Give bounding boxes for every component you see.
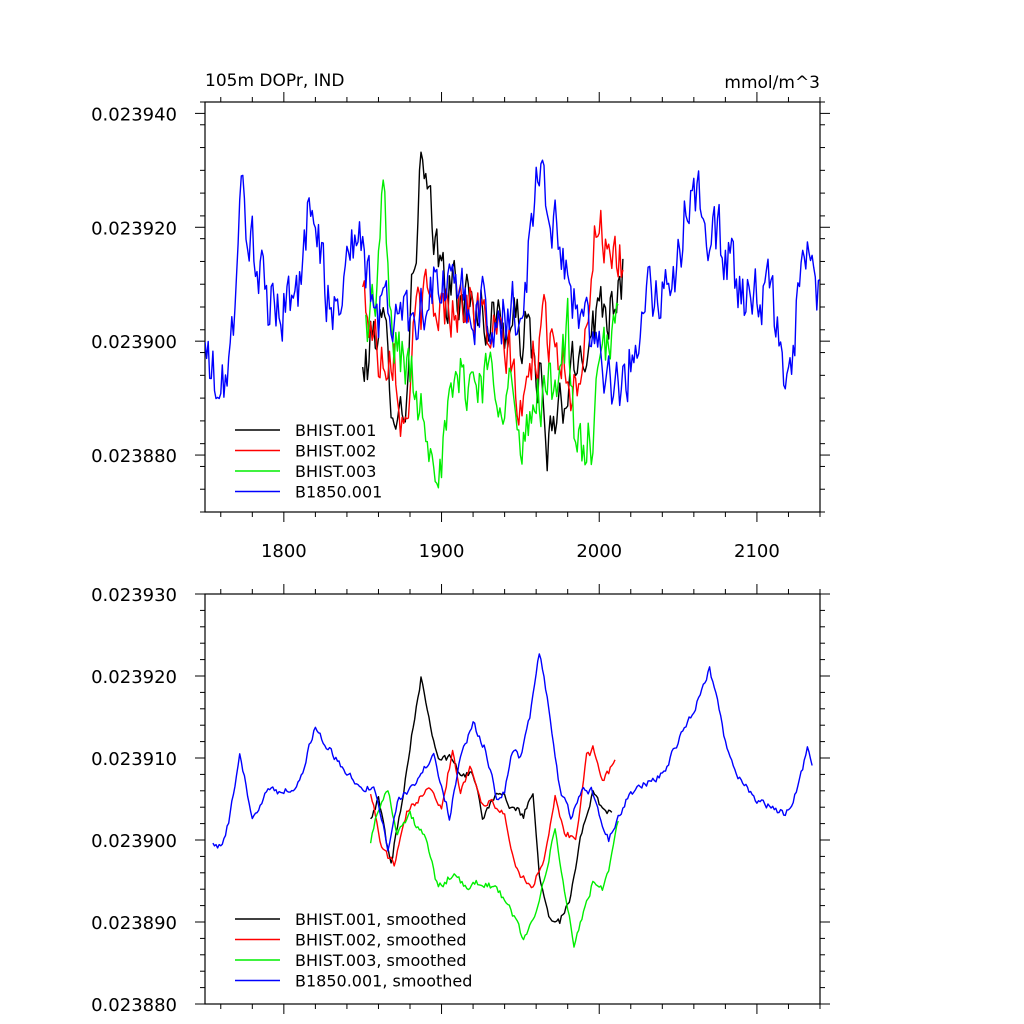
legend-label: BHIST.001 — [295, 421, 376, 440]
x-tick-label: 2100 — [734, 541, 780, 562]
series-line-b1850-001-smoothed — [212, 653, 813, 852]
series-line-b1850-001 — [205, 159, 820, 407]
x-tick-label: 1800 — [261, 541, 307, 562]
top-panel-title: 105m DOPr, IND — [205, 71, 344, 91]
y-tick-label: 0.023940 — [91, 104, 177, 125]
legend-label: BHIST.002 — [295, 442, 376, 461]
series-line-bhist-001 — [362, 151, 624, 472]
y-tick-label: 0.023920 — [91, 667, 177, 688]
x-tick-label: 1900 — [419, 541, 465, 562]
legend-label: B1850.001, smoothed — [295, 972, 472, 991]
top-panel-units: mmol/m^3 — [724, 73, 820, 93]
y-tick-label: 0.023890 — [91, 913, 177, 934]
legend-label: BHIST.001, smoothed — [295, 910, 466, 929]
y-tick-label: 0.023930 — [91, 585, 177, 606]
legend-label: BHIST.002, smoothed — [295, 931, 466, 950]
y-tick-label: 0.023900 — [91, 831, 177, 852]
bottom-panel-frame — [204, 593, 821, 1005]
series-line-bhist-002 — [362, 209, 624, 437]
y-tick-label: 0.023910 — [91, 749, 177, 770]
series-line-bhist-001-smoothed — [370, 676, 613, 925]
y-tick-label: 0.023900 — [91, 332, 177, 353]
series-line-bhist-003-smoothed — [369, 790, 619, 948]
legend-label: BHIST.003, smoothed — [295, 951, 466, 970]
legend-label: B1850.001 — [295, 483, 382, 502]
series-line-bhist-003 — [365, 179, 619, 489]
bottom-panel: 0.023930 0.023920 0.023910 0.023900 0.023890… — [91, 584, 830, 1016]
y-tick-label: 0.023880 — [91, 995, 177, 1016]
legend-label: BHIST.003 — [295, 462, 376, 481]
y-tick-label: 0.023920 — [91, 218, 177, 239]
x-tick-label: 2000 — [576, 541, 622, 562]
series-line-bhist-002-smoothed — [369, 745, 616, 889]
top-panel: 105m DOPr, IND mmol/m^3 0.023940 0.023920… — [91, 71, 830, 562]
y-tick-label: 0.023880 — [91, 446, 177, 467]
